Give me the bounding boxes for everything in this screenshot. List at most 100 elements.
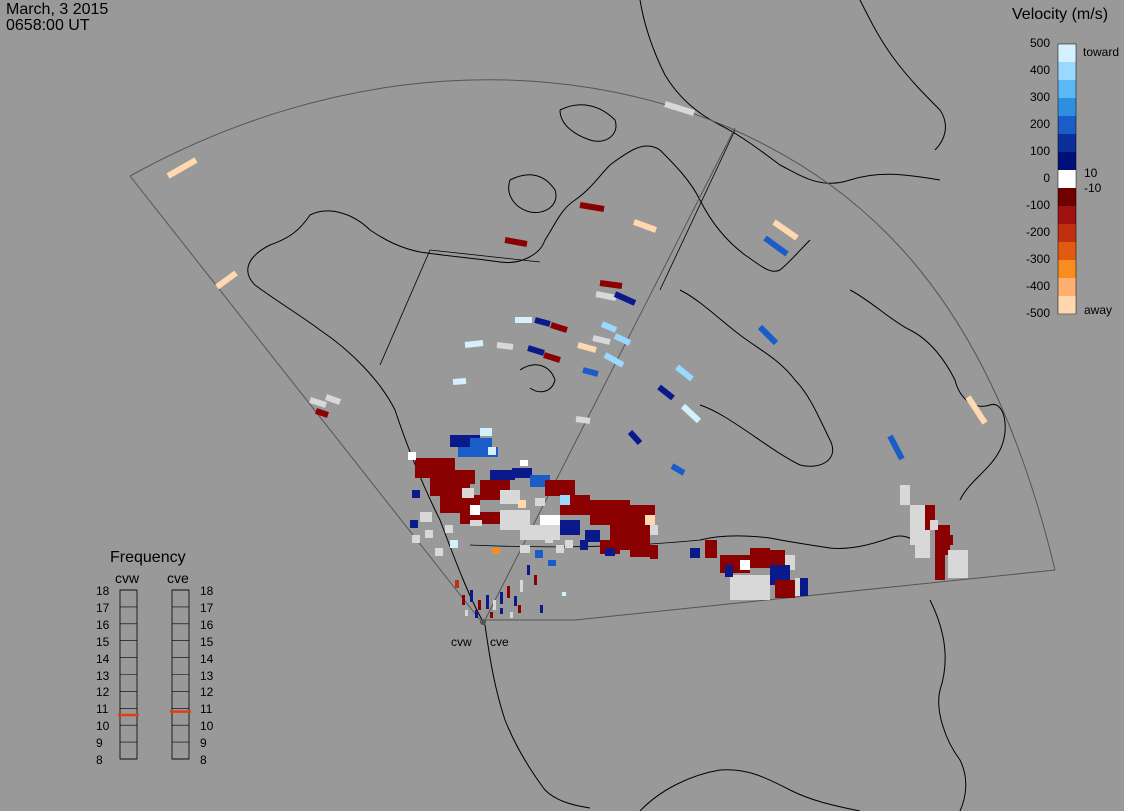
velocity-cell [755, 575, 770, 587]
time-label: 0658:00 UT [6, 17, 90, 34]
velocity-cell [480, 428, 492, 436]
velocity-cell [925, 505, 935, 530]
velocity-cell [965, 395, 988, 425]
velocity-cell [772, 219, 799, 241]
velocity-cell [464, 340, 484, 348]
velocity-cell [455, 580, 459, 588]
velocity-cell [664, 101, 695, 116]
velocity-tick-label: 500 [1029, 36, 1050, 50]
frequency-tick-label: 17 [200, 600, 214, 615]
velocity-cell [582, 367, 599, 377]
near-zero-negative-label: -10 [1084, 181, 1102, 195]
colorbar-segment [1058, 260, 1076, 279]
colorbar-segment [1058, 296, 1076, 315]
velocity-cell [945, 535, 953, 545]
velocity-cell [493, 600, 496, 610]
colorbar-segment [1058, 62, 1076, 81]
velocity-cell [420, 512, 432, 522]
velocity-cell [579, 202, 605, 212]
frequency-tick-label: 12 [200, 685, 214, 700]
velocity-cell [645, 515, 655, 525]
velocity-cell [675, 364, 694, 382]
velocity-cell [518, 500, 526, 508]
velocity-cell [315, 408, 329, 418]
velocity-tick-label: -200 [1025, 225, 1050, 239]
velocity-cell [490, 470, 515, 480]
velocity-cell [580, 540, 588, 550]
frequency-tick-label: 12 [96, 685, 110, 700]
velocity-cell [650, 525, 658, 535]
colorbar-segment [1058, 224, 1076, 243]
velocity-cell [560, 520, 580, 535]
velocity-tick-label: 400 [1029, 63, 1050, 77]
velocity-cell [575, 416, 591, 424]
velocity-cell [775, 580, 795, 598]
velocity-cell [215, 270, 238, 290]
velocity-cell [577, 342, 597, 353]
near-zero-positive-label: 10 [1084, 166, 1098, 180]
colorbar-segment [1058, 188, 1076, 207]
velocity-cell [500, 592, 503, 604]
velocity-cell [613, 291, 637, 306]
frequency-tick-label: 16 [96, 617, 110, 632]
velocity-tick-label: 100 [1029, 144, 1050, 158]
velocity-cell [650, 545, 658, 559]
velocity-cell [470, 520, 482, 526]
colorbar-segment [1058, 134, 1076, 153]
velocity-cell [520, 545, 530, 553]
velocity-cell [490, 612, 493, 618]
velocity-cell [763, 235, 789, 257]
velocity-cell [488, 447, 496, 455]
velocity-cell [545, 480, 575, 496]
velocity-cells [166, 101, 988, 618]
frequency-tick-label: 15 [200, 634, 214, 649]
velocity-cell [512, 468, 532, 478]
colorbar-segment [1058, 278, 1076, 297]
frequency-tick-label: 10 [96, 719, 110, 734]
velocity-cell [425, 530, 433, 538]
velocity-cell [500, 608, 503, 614]
velocity-cell [740, 560, 750, 570]
velocity-cell [520, 525, 560, 540]
velocity-cell [900, 485, 910, 505]
velocity-cell [548, 560, 556, 566]
velocity-cell [550, 322, 568, 333]
velocity-cell [605, 548, 615, 556]
velocity-cell [627, 429, 643, 446]
velocity-cell [670, 463, 686, 476]
frequency-tick-label: 9 [96, 736, 103, 751]
colorbar-segment [1058, 98, 1076, 117]
velocity-cell [556, 545, 564, 553]
velocity-cell [887, 434, 905, 461]
colorbar-segment [1058, 206, 1076, 225]
frequency-tick-label: 15 [96, 634, 110, 649]
velocity-cell [500, 490, 520, 504]
radar-site-marker [480, 619, 486, 625]
velocity-cell [166, 157, 198, 179]
away-label: away [1084, 303, 1113, 317]
velocity-cell [585, 530, 600, 542]
velocity-cell [450, 540, 458, 548]
velocity-cell [412, 535, 420, 543]
velocity-cell [680, 403, 702, 424]
velocity-cell [800, 578, 808, 596]
velocity-cell [725, 565, 733, 577]
velocity-cell [613, 333, 632, 346]
velocity-cell [309, 397, 327, 408]
toward-label: toward [1083, 45, 1120, 59]
velocity-cell [757, 324, 779, 346]
velocity-cell [478, 600, 481, 610]
velocity-cell [455, 470, 475, 484]
velocity-cell [415, 458, 455, 478]
frequency-tick-label: 13 [200, 668, 214, 683]
colorbar-segment [1058, 242, 1076, 261]
frequency-tick-label: 13 [96, 668, 110, 683]
frequency-tick-label: 18 [200, 584, 214, 598]
velocity-cell [534, 575, 537, 585]
colorbar-segment [1058, 80, 1076, 99]
velocity-cell [690, 548, 700, 558]
velocity-cell [603, 352, 625, 368]
velocity-cell [657, 384, 675, 401]
velocity-cell [507, 586, 510, 598]
